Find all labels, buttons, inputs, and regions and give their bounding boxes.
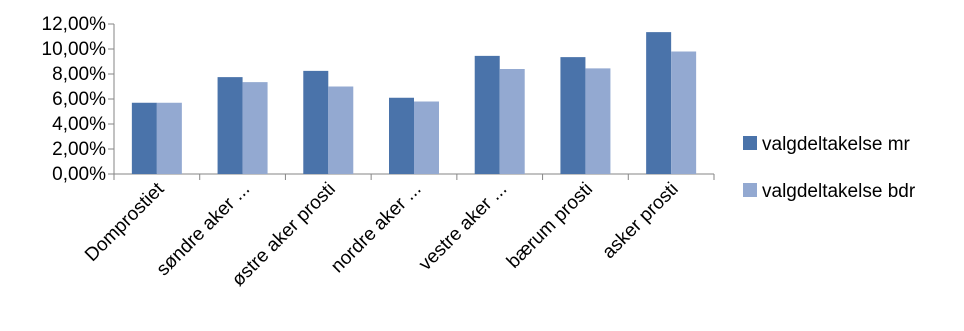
legend-swatch: [743, 183, 757, 197]
bar-mr: [303, 70, 329, 174]
y-tick-label: 6,00%: [52, 89, 106, 110]
legend-label: valgdeltakelse mr: [762, 134, 911, 155]
y-tick-label: 10,00%: [42, 39, 107, 60]
bar-bdr: [585, 68, 611, 174]
bar-bdr: [328, 86, 354, 174]
y-axis-ticks: 0,00% 2,00% 4,00% 6,00% 8,00% 10,00% 12,00%: [42, 14, 114, 185]
bar-bdr: [242, 82, 268, 174]
y-tick-label: 4,00%: [52, 114, 106, 135]
y-tick-label: 12,00%: [42, 14, 107, 35]
bar-mr: [474, 55, 500, 174]
x-axis-ticks: [113, 174, 715, 180]
category-label: nordre aker ...: [327, 179, 425, 277]
bar-mr: [646, 32, 672, 174]
category-label: vestre aker ...: [415, 179, 511, 275]
legend-swatch: [743, 136, 757, 150]
legend: valgdeltakelse mr valgdeltakelse bdr: [743, 134, 916, 202]
y-tick-label: 8,00%: [52, 64, 106, 85]
y-tick-label: 2,00%: [52, 139, 106, 160]
bars-group: [131, 32, 697, 174]
category-label: bærum prosti: [503, 179, 597, 273]
category-label: Domprostiet: [81, 178, 169, 266]
bar-mr: [217, 77, 243, 174]
legend-label: valgdeltakelse bdr: [762, 181, 916, 202]
bar-mr: [560, 57, 586, 174]
bar-bdr: [156, 102, 182, 174]
bar-bdr: [414, 101, 439, 174]
category-label: asker prosti: [598, 179, 682, 263]
bar-bdr: [499, 69, 525, 174]
y-tick-label: 0,00%: [52, 164, 106, 185]
bar-mr: [131, 102, 157, 174]
bar-mr: [389, 97, 414, 174]
bar-bdr: [671, 51, 697, 174]
